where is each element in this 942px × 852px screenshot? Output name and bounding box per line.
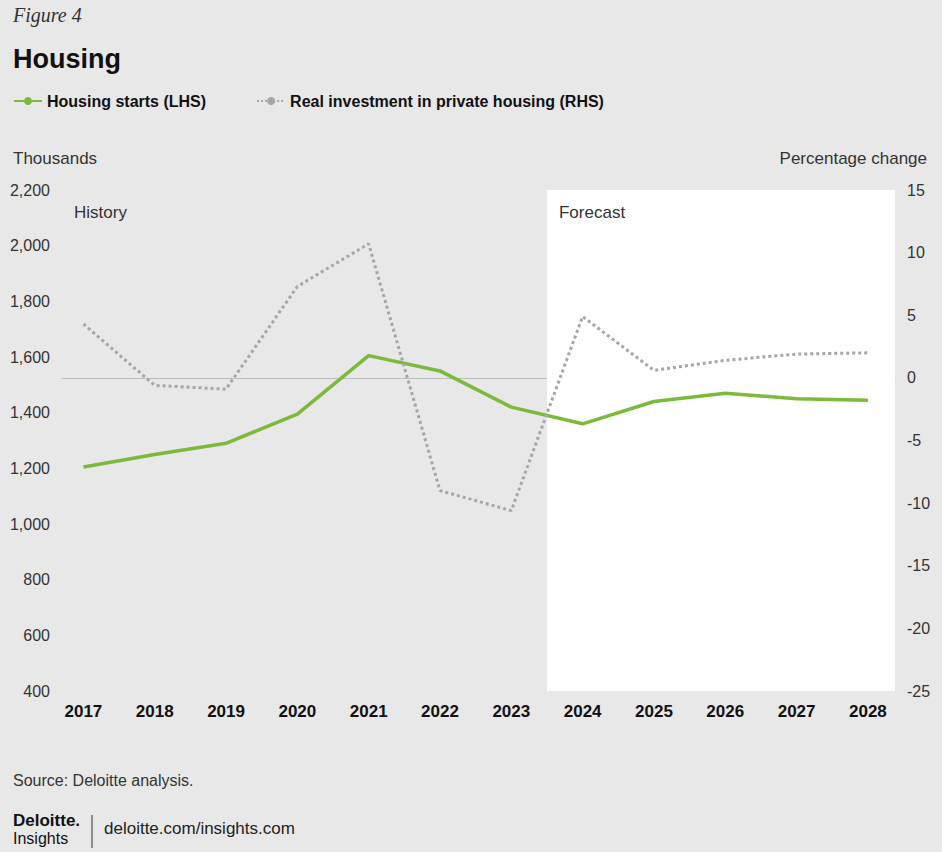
svg-text:-20: -20 (907, 620, 930, 637)
svg-text:Deloitte.: Deloitte. (13, 811, 80, 830)
svg-text:2019: 2019 (207, 702, 245, 721)
svg-text:1,400: 1,400 (10, 404, 50, 421)
svg-text:2027: 2027 (778, 702, 816, 721)
svg-text:2026: 2026 (706, 702, 744, 721)
svg-text:1,200: 1,200 (10, 460, 50, 477)
svg-text:Forecast: Forecast (559, 203, 625, 222)
svg-text:Real investment in private hou: Real investment in private housing (RHS) (290, 93, 604, 110)
svg-text:2018: 2018 (136, 702, 174, 721)
svg-text:Figure 4: Figure 4 (12, 4, 82, 27)
svg-text:Thousands: Thousands (13, 149, 97, 168)
svg-text:Percentage change: Percentage change (780, 149, 927, 168)
svg-text:2017: 2017 (64, 702, 102, 721)
svg-text:15: 15 (907, 182, 925, 199)
svg-text:History: History (74, 203, 127, 222)
svg-text:2020: 2020 (278, 702, 316, 721)
svg-text:2028: 2028 (849, 702, 887, 721)
svg-text:0: 0 (907, 369, 916, 386)
svg-text:2,000: 2,000 (10, 237, 50, 254)
svg-text:-25: -25 (907, 683, 930, 700)
svg-text:10: 10 (907, 244, 925, 261)
svg-text:2,200: 2,200 (10, 182, 50, 199)
svg-text:1,800: 1,800 (10, 293, 50, 310)
svg-text:1,600: 1,600 (10, 349, 50, 366)
svg-text:800: 800 (23, 571, 50, 588)
svg-text:400: 400 (23, 683, 50, 700)
svg-text:2023: 2023 (492, 702, 530, 721)
svg-text:Source: Deloitte analysis.: Source: Deloitte analysis. (13, 772, 194, 789)
svg-text:Housing: Housing (13, 44, 121, 74)
svg-text:2021: 2021 (350, 702, 388, 721)
svg-text:Insights: Insights (13, 830, 68, 847)
svg-text:1,000: 1,000 (10, 516, 50, 533)
svg-text:-5: -5 (907, 432, 921, 449)
svg-text:Housing starts (LHS): Housing starts (LHS) (47, 93, 206, 110)
svg-text:2025: 2025 (635, 702, 673, 721)
svg-text:-10: -10 (907, 495, 930, 512)
svg-text:2022: 2022 (421, 702, 459, 721)
svg-text:-15: -15 (907, 557, 930, 574)
svg-text:600: 600 (23, 627, 50, 644)
svg-text:5: 5 (907, 307, 916, 324)
svg-text:2024: 2024 (564, 702, 602, 721)
svg-text:deloitte.com/insights.com: deloitte.com/insights.com (104, 819, 295, 838)
